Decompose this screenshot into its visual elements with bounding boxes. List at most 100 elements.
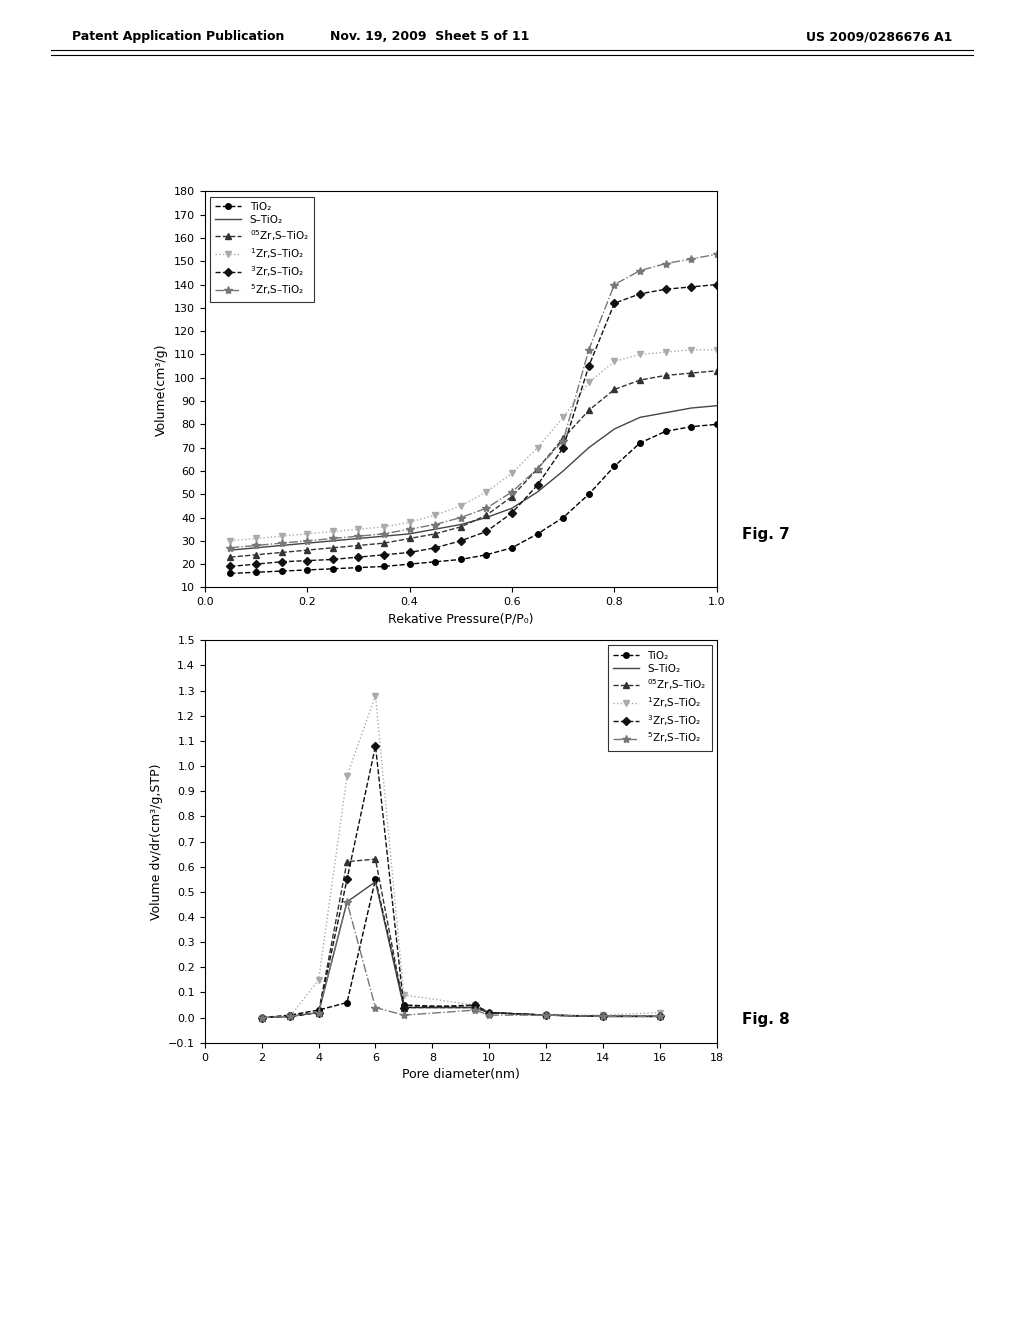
- $^{05}$Zr,S–TiO₂: [455, 519, 467, 535]
- $^{05}$Zr,S–TiO₂: [469, 999, 481, 1015]
- $^{3}$Zr,S–TiO₂: [327, 552, 339, 568]
- S–TiO₂: [341, 894, 353, 909]
- TiO₂: [275, 564, 288, 579]
- TiO₂: [483, 1005, 496, 1020]
- $^{1}$Zr,S–TiO₂: [608, 354, 621, 370]
- $^{3}$Zr,S–TiO₂: [557, 440, 569, 455]
- TiO₂: [480, 546, 493, 562]
- $^{5}$Zr,S–TiO₂: [403, 521, 416, 537]
- $^{5}$Zr,S–TiO₂: [531, 461, 544, 477]
- $^{5}$Zr,S–TiO₂: [634, 263, 646, 279]
- Line: $^{05}$Zr,S–TiO₂: $^{05}$Zr,S–TiO₂: [227, 368, 720, 560]
- $^{1}$Zr,S–TiO₂: [397, 987, 410, 1003]
- $^{3}$Zr,S–TiO₂: [608, 296, 621, 312]
- $^{3}$Zr,S–TiO₂: [224, 558, 237, 574]
- $^{5}$Zr,S–TiO₂: [480, 500, 493, 516]
- $^{3}$Zr,S–TiO₂: [597, 1008, 609, 1024]
- $^{5}$Zr,S–TiO₂: [557, 433, 569, 449]
- TiO₂: [634, 436, 646, 451]
- $^{05}$Zr,S–TiO₂: [284, 1008, 296, 1024]
- $^{05}$Zr,S–TiO₂: [370, 851, 382, 867]
- $^{05}$Zr,S–TiO₂: [429, 525, 441, 541]
- $^{1}$Zr,S–TiO₂: [455, 498, 467, 513]
- $^{05}$Zr,S–TiO₂: [659, 367, 672, 383]
- TiO₂: [352, 560, 365, 576]
- $^{05}$Zr,S–TiO₂: [711, 363, 723, 379]
- S–TiO₂: [370, 874, 382, 890]
- S–TiO₂: [531, 484, 544, 500]
- $^{05}$Zr,S–TiO₂: [250, 546, 262, 562]
- S–TiO₂: [540, 1007, 552, 1023]
- TiO₂: [711, 416, 723, 432]
- $^{5}$Zr,S–TiO₂: [583, 342, 595, 358]
- TiO₂: [455, 552, 467, 568]
- $^{5}$Zr,S–TiO₂: [370, 999, 382, 1015]
- $^{5}$Zr,S–TiO₂: [540, 1007, 552, 1023]
- TiO₂: [557, 510, 569, 525]
- TiO₂: [250, 565, 262, 581]
- S–TiO₂: [608, 421, 621, 437]
- S–TiO₂: [634, 409, 646, 425]
- S–TiO₂: [378, 528, 390, 544]
- S–TiO₂: [250, 540, 262, 556]
- $^{3}$Zr,S–TiO₂: [403, 545, 416, 561]
- $^{1}$Zr,S–TiO₂: [352, 521, 365, 537]
- $^{05}$Zr,S–TiO₂: [506, 488, 518, 504]
- $^{1}$Zr,S–TiO₂: [469, 997, 481, 1012]
- Y-axis label: Volume dv/dr(cm³/g,STP): Volume dv/dr(cm³/g,STP): [150, 763, 163, 920]
- $^{05}$Zr,S–TiO₂: [256, 1010, 268, 1026]
- $^{3}$Zr,S–TiO₂: [506, 506, 518, 521]
- $^{05}$Zr,S–TiO₂: [275, 545, 288, 561]
- $^{05}$Zr,S–TiO₂: [653, 1008, 666, 1024]
- $^{1}$Zr,S–TiO₂: [341, 768, 353, 784]
- $^{05}$Zr,S–TiO₂: [557, 430, 569, 446]
- Legend: TiO₂, S–TiO₂, $^{05}$Zr,S–TiO₂, $^{1}$Zr,S–TiO₂, $^{3}$Zr,S–TiO₂, $^{5}$Zr,S–TiO: TiO₂, S–TiO₂, $^{05}$Zr,S–TiO₂, $^{1}$Zr…: [210, 197, 313, 302]
- $^{05}$Zr,S–TiO₂: [378, 535, 390, 550]
- TiO₂: [469, 999, 481, 1015]
- $^{1}$Zr,S–TiO₂: [378, 519, 390, 535]
- Text: US 2009/0286676 A1: US 2009/0286676 A1: [806, 30, 952, 44]
- S–TiO₂: [327, 533, 339, 549]
- $^{5}$Zr,S–TiO₂: [250, 537, 262, 553]
- TiO₂: [312, 1002, 325, 1018]
- $^{1}$Zr,S–TiO₂: [531, 440, 544, 455]
- Text: Fig. 8: Fig. 8: [742, 1011, 791, 1027]
- S–TiO₂: [597, 1008, 609, 1024]
- TiO₂: [597, 1008, 609, 1024]
- TiO₂: [301, 562, 313, 578]
- $^{1}$Zr,S–TiO₂: [312, 972, 325, 987]
- $^{3}$Zr,S–TiO₂: [659, 281, 672, 297]
- S–TiO₂: [312, 1005, 325, 1020]
- Text: Nov. 19, 2009  Sheet 5 of 11: Nov. 19, 2009 Sheet 5 of 11: [331, 30, 529, 44]
- $^{1}$Zr,S–TiO₂: [711, 342, 723, 358]
- $^{05}$Zr,S–TiO₂: [483, 1005, 496, 1020]
- $^{1}$Zr,S–TiO₂: [301, 525, 313, 541]
- $^{3}$Zr,S–TiO₂: [301, 553, 313, 569]
- $^{5}$Zr,S–TiO₂: [711, 247, 723, 263]
- $^{05}$Zr,S–TiO₂: [224, 549, 237, 565]
- $^{3}$Zr,S–TiO₂: [634, 286, 646, 302]
- $^{5}$Zr,S–TiO₂: [608, 277, 621, 293]
- TiO₂: [224, 565, 237, 581]
- $^{3}$Zr,S–TiO₂: [370, 738, 382, 754]
- Y-axis label: Volume(cm³/g): Volume(cm³/g): [156, 343, 168, 436]
- TiO₂: [583, 486, 595, 502]
- $^{05}$Zr,S–TiO₂: [685, 366, 697, 381]
- $^{3}$Zr,S–TiO₂: [429, 540, 441, 556]
- S–TiO₂: [480, 510, 493, 525]
- X-axis label: Rekative Pressure(P/P₀): Rekative Pressure(P/P₀): [388, 612, 534, 626]
- TiO₂: [397, 997, 410, 1012]
- $^{1}$Zr,S–TiO₂: [480, 484, 493, 500]
- $^{5}$Zr,S–TiO₂: [597, 1008, 609, 1024]
- $^{3}$Zr,S–TiO₂: [250, 556, 262, 572]
- $^{3}$Zr,S–TiO₂: [284, 1008, 296, 1024]
- $^{05}$Zr,S–TiO₂: [634, 372, 646, 388]
- $^{5}$Zr,S–TiO₂: [469, 1002, 481, 1018]
- TiO₂: [540, 1007, 552, 1023]
- $^{5}$Zr,S–TiO₂: [284, 1008, 296, 1024]
- $^{1}$Zr,S–TiO₂: [403, 515, 416, 531]
- TiO₂: [256, 1010, 268, 1026]
- $^{05}$Zr,S–TiO₂: [583, 403, 595, 418]
- S–TiO₂: [275, 537, 288, 553]
- $^{05}$Zr,S–TiO₂: [597, 1008, 609, 1024]
